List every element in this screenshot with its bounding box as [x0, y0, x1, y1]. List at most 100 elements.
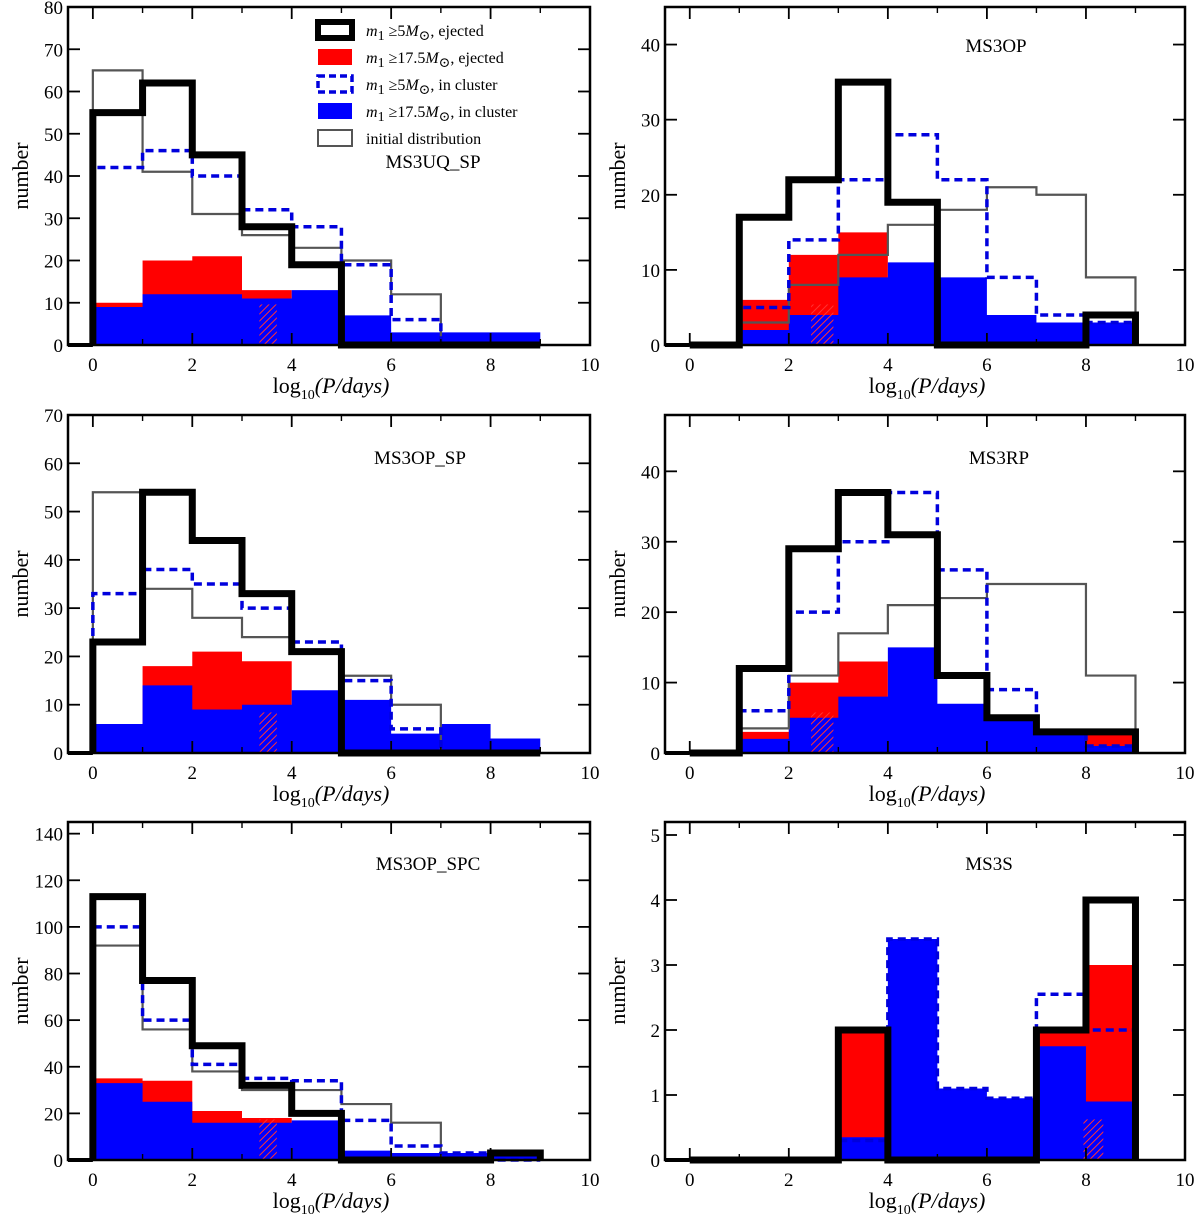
y-tick-label: 20 — [641, 603, 660, 624]
y-tick-label: 60 — [44, 1011, 63, 1032]
hatch-marker — [811, 712, 834, 753]
hatch-marker — [1083, 1119, 1104, 1160]
legend-label-cl17: m1 ≥17.5M⊙, in cluster — [366, 104, 518, 125]
y-tick-label: 70 — [44, 406, 63, 427]
y-tick-label: 50 — [44, 503, 63, 524]
x-tick-label: 6 — [386, 763, 396, 784]
x-tick-label: 2 — [784, 355, 794, 376]
axes-frame — [663, 413, 1187, 755]
legend-swatch-init — [317, 129, 353, 147]
panel-title: MS3OP_SP — [374, 448, 466, 469]
y-tick-label: 30 — [44, 209, 63, 230]
y-axis-label: number — [605, 957, 630, 1025]
legend-label-cl5: m1 ≥5M⊙, in cluster — [366, 77, 498, 98]
y-tick-label: 10 — [44, 294, 63, 315]
x-tick-label: 6 — [386, 1170, 396, 1191]
panel-ms3op: 0 2 4 6 8 10 0 10 20 30 40 log10(P/days) number MS3OP — [605, 5, 1195, 403]
panel-ms3rp: 0 2 4 6 8 10 0 10 20 30 40 log10(P/days) number MS3RP — [605, 413, 1195, 811]
axes-frame — [66, 413, 592, 755]
y-tick-label: 140 — [35, 825, 64, 846]
panel-title: MS3OP_SPC — [376, 854, 481, 875]
y-tick-label: 20 — [44, 647, 63, 668]
y-tick-label: 10 — [44, 696, 63, 717]
panel-title: MS3UQ_SP — [385, 152, 480, 173]
y-tick-label: 50 — [44, 125, 63, 146]
x-tick-label: 6 — [982, 355, 992, 376]
y-tick-label: 3 — [651, 956, 661, 977]
x-tick-label: 10 — [581, 1170, 600, 1191]
x-tick-label: 10 — [1176, 355, 1195, 376]
x-tick-label: 4 — [883, 355, 893, 376]
legend-label-ej5: m1 ≥5M⊙, ejected — [366, 23, 484, 44]
series-cluster-17p5 — [689, 939, 1136, 1160]
y-tick-label: 10 — [641, 261, 660, 282]
x-tick-label: 2 — [784, 763, 794, 784]
x-tick-label: 0 — [685, 763, 695, 784]
x-tick-label: 0 — [88, 763, 98, 784]
y-tick-label: 20 — [641, 186, 660, 207]
axes-frame — [663, 820, 1187, 1162]
panel-ms3op-sp: 0 2 4 6 8 10 0 10 20 30 40 50 60 70 log10(P/days) numbe… — [8, 406, 600, 811]
series-ejected-5 — [689, 488, 1139, 757]
axes-frame — [663, 5, 1187, 347]
x-tick-label: 6 — [386, 355, 396, 376]
x-tick-label: 0 — [685, 1170, 695, 1191]
x-tick-label: 4 — [287, 763, 297, 784]
y-tick-label: 30 — [44, 599, 63, 620]
series-cluster-5 — [689, 490, 1138, 755]
y-tick-label: 4 — [651, 891, 661, 912]
series-cluster-17p5 — [689, 262, 1136, 345]
legend: m1 ≥5M⊙, ejected m1 ≥17.5M⊙, ejected m1 ≥5… — [315, 19, 518, 148]
x-tick-label: 4 — [287, 1170, 297, 1191]
x-tick-label: 0 — [88, 1170, 98, 1191]
legend-label-init: initial distribution — [366, 131, 481, 148]
x-tick-label: 4 — [883, 763, 893, 784]
series-cluster-17p5 — [92, 1083, 541, 1160]
y-tick-label: 2 — [651, 1021, 661, 1042]
y-tick-label: 40 — [44, 1058, 63, 1079]
y-axis-label: number — [8, 142, 33, 210]
panel-ms3s: 0 2 4 6 8 10 0 1 2 3 4 5 log10(P/days) number MS3S — [605, 820, 1195, 1215]
axes-frame — [66, 820, 592, 1162]
series-cluster-17p5 — [689, 647, 1136, 753]
x-tick-label: 2 — [188, 1170, 198, 1191]
y-tick-label: 30 — [641, 533, 660, 554]
y-tick-label: 30 — [641, 111, 660, 132]
panel-title: MS3S — [965, 854, 1013, 875]
legend-swatch-cl17 — [318, 103, 352, 119]
y-tick-label: 40 — [44, 551, 63, 572]
hatch-marker — [259, 712, 277, 753]
y-axis-label: number — [8, 957, 33, 1025]
hatch-marker — [259, 304, 277, 345]
x-tick-label: 10 — [1176, 1170, 1195, 1191]
y-tick-label: 5 — [651, 826, 661, 847]
x-tick-label: 4 — [287, 355, 297, 376]
panel-ms3op-spc: 0 2 4 6 8 10020406080100120140log10(P/days)nu… — [8, 820, 600, 1215]
y-tick-label: 0 — [651, 1151, 661, 1172]
x-tick-label: 8 — [1081, 355, 1091, 376]
x-tick-label: 8 — [486, 355, 496, 376]
x-axis-label: log10(P/days) — [869, 373, 986, 403]
x-tick-label: 0 — [685, 355, 695, 376]
legend-swatch-cl5 — [316, 74, 354, 94]
hatch-marker — [811, 304, 834, 345]
y-tick-label: 120 — [35, 871, 64, 892]
x-tick-label: 6 — [982, 763, 992, 784]
y-tick-label: 20 — [44, 1104, 63, 1125]
x-axis-label: log10(P/days) — [273, 781, 390, 811]
series-initial — [689, 582, 1137, 755]
legend-swatch-ej17 — [318, 49, 352, 65]
legend-label-ej17: m1 ≥17.5M⊙, ejected — [366, 50, 504, 71]
y-axis-label: number — [605, 142, 630, 210]
panel-ms3uq-sp: 0 2 4 6 8 10 0 10 20 30 40 50 60 70 80 log10(P/days) num… — [8, 0, 600, 403]
y-tick-label: 40 — [44, 167, 63, 188]
y-tick-label: 0 — [54, 744, 64, 765]
y-tick-label: 10 — [641, 674, 660, 695]
y-tick-label: 70 — [44, 40, 63, 61]
legend-swatch-ej5 — [315, 19, 355, 41]
y-tick-label: 100 — [35, 918, 64, 939]
series-cluster-17p5 — [92, 290, 541, 345]
hatch-marker — [259, 1119, 277, 1160]
y-tick-label: 0 — [54, 336, 64, 357]
